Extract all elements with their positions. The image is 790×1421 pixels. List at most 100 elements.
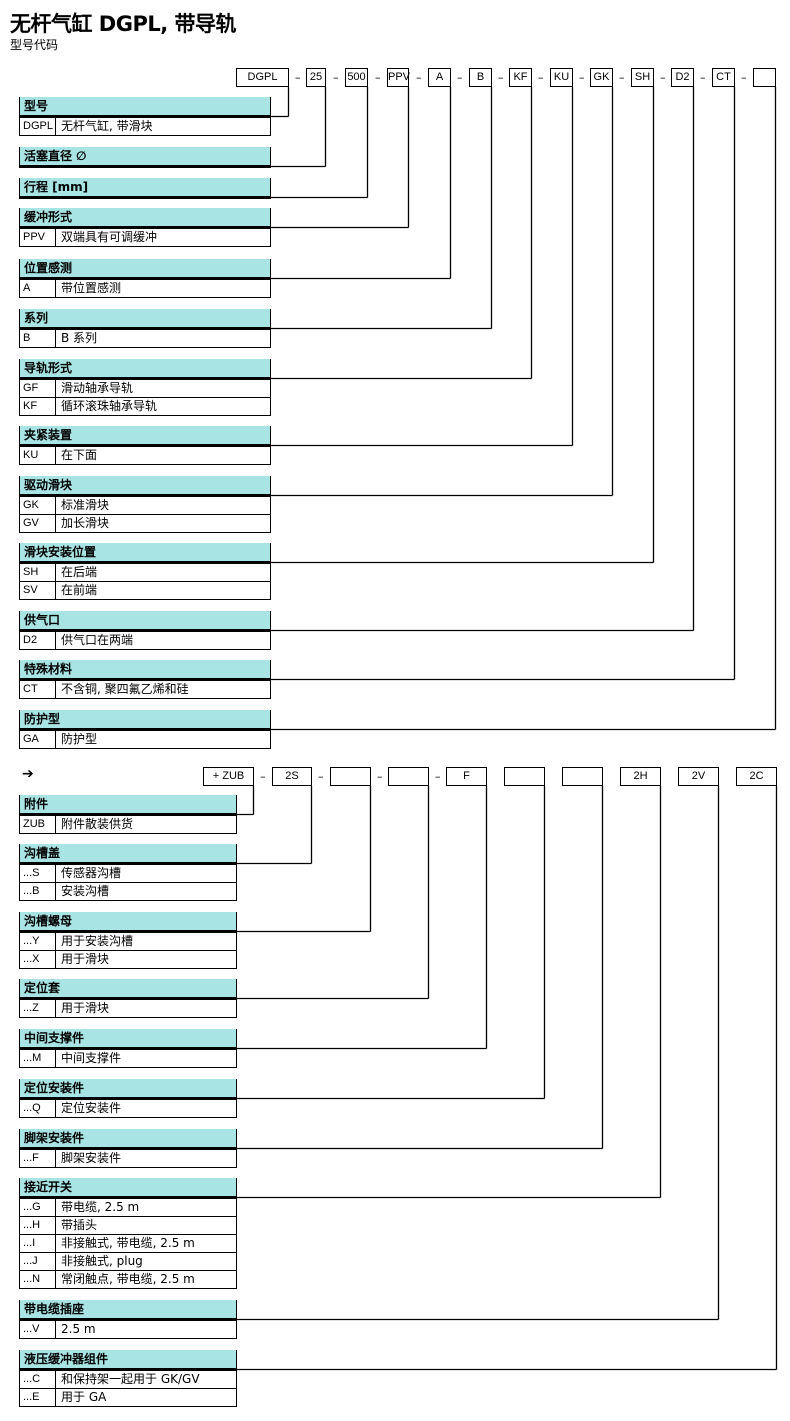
option-code: ...Q [20, 1100, 56, 1117]
option-row: ...V 2.5 m [19, 1321, 237, 1339]
option-row: ...F 脚架安装件 [19, 1150, 237, 1168]
section-header: 滑块安装位置 [19, 543, 271, 561]
option-code: ...M [20, 1050, 56, 1067]
section-header: 特殊材料 [19, 660, 271, 678]
option-code: GK [20, 497, 56, 514]
option-section: 滑块安装位置 SH 在后端 SV 在前端 [19, 543, 271, 600]
code-segment-box: 2H [620, 767, 661, 786]
separator-dash: – [700, 71, 706, 84]
section-header: 行程 [mm] [19, 178, 271, 196]
separator-dash: – [660, 71, 666, 84]
option-description: 附件散装供货 [61, 817, 134, 831]
option-row: KU 在下面 [19, 447, 271, 465]
option-code: ...S [20, 865, 56, 882]
option-section: 沟槽盖 ...S 传感器沟槽 ...B 安装沟槽 [19, 844, 237, 901]
option-row: KF 循环滚珠轴承导轨 [19, 398, 271, 416]
code-segment-box: DGPL [236, 68, 289, 87]
section-divider [19, 494, 271, 497]
section-divider [19, 629, 271, 632]
option-code: SH [20, 564, 56, 581]
section-divider [19, 997, 237, 1000]
option-description: 在前端 [61, 583, 98, 597]
option-description: 脚架安装件 [61, 1151, 122, 1165]
code-segment-box: 2V [678, 767, 719, 786]
option-section: 供气口 D2 供气口在两端 [19, 611, 271, 650]
separator-dash: – [377, 770, 383, 783]
option-description: 在后端 [61, 565, 98, 579]
option-row: ...I 非接触式, 带电缆, 2.5 m [19, 1235, 237, 1253]
section-header: 定位套 [19, 979, 237, 997]
option-description: 双端具有可调缓冲 [61, 230, 158, 244]
option-row: GK 标准滑块 [19, 497, 271, 515]
option-description: 无杆气缸, 带滑块 [61, 119, 153, 133]
code-segment-box: D2 [671, 68, 694, 87]
option-description: 中间支撑件 [61, 1051, 122, 1065]
code-segment-box [330, 767, 371, 786]
code-segment-box: 25 [306, 68, 326, 87]
option-description: B 系列 [61, 331, 98, 345]
code-segment-box: PPV [387, 68, 410, 87]
option-row: ...H 带插头 [19, 1217, 237, 1235]
separator-dash: – [457, 71, 463, 84]
code-segment-box: SH [631, 68, 654, 87]
option-description: 不含铜, 聚四氟乙烯和硅 [61, 682, 189, 696]
code-segment-box: A [428, 68, 451, 87]
option-code: KU [20, 447, 56, 464]
option-description: 循环滚珠轴承导轨 [61, 399, 158, 413]
section-divider [19, 678, 271, 681]
option-code: PPV [20, 229, 56, 246]
section-header: 系列 [19, 309, 271, 327]
section-divider [19, 930, 237, 933]
section-header: 带电缆插座 [19, 1300, 237, 1318]
section-header: 位置感测 [19, 259, 271, 277]
section-header: 定位安装件 [19, 1079, 237, 1097]
section-header: 型号 [19, 97, 271, 115]
option-description: 用于 GA [61, 1390, 107, 1404]
section-divider [19, 377, 271, 380]
section-header: 防护型 [19, 710, 271, 728]
section-divider [19, 813, 237, 816]
option-code: ...I [20, 1235, 56, 1252]
option-description: 在下面 [61, 448, 98, 462]
option-section: 导轨形式 GF 滑动轴承导轨 KF 循环滚珠轴承导轨 [19, 359, 271, 416]
option-code: ZUB [20, 816, 56, 833]
code-segment-box: KF [509, 68, 532, 87]
separator-dash: – [579, 71, 585, 84]
option-code: A [20, 280, 56, 297]
section-header: 沟槽盖 [19, 844, 237, 862]
option-code: KF [20, 398, 56, 415]
section-header: 缓冲形式 [19, 208, 271, 226]
option-row: ...Q 定位安装件 [19, 1100, 237, 1118]
option-code: ...V [20, 1321, 56, 1338]
section-divider [19, 1318, 237, 1321]
option-description: 和保持架一起用于 GK/GV [61, 1372, 200, 1386]
option-section: 夹紧装置 KU 在下面 [19, 426, 271, 465]
option-code: ...H [20, 1217, 56, 1234]
option-code: D2 [20, 632, 56, 649]
code-segment-box: 500 [345, 68, 368, 87]
option-code: ...N [20, 1271, 56, 1288]
option-row: ...Y 用于安装沟槽 [19, 933, 237, 951]
option-row: ...Z 用于滑块 [19, 1000, 237, 1018]
separator-dash: – [295, 71, 301, 84]
option-section: 活塞直径 ∅ [19, 147, 271, 168]
option-description: 用于滑块 [61, 1001, 110, 1015]
option-row: ...C 和保持架一起用于 GK/GV [19, 1371, 237, 1389]
code-segment-box: 2S [272, 767, 312, 786]
section-divider [19, 444, 271, 447]
option-code: CT [20, 681, 56, 698]
option-code: ...G [20, 1199, 56, 1216]
section-divider [19, 277, 271, 280]
section-divider [19, 728, 271, 731]
section-divider [19, 165, 271, 168]
option-section: 特殊材料 CT 不含铜, 聚四氟乙烯和硅 [19, 660, 271, 699]
option-row: ...B 安装沟槽 [19, 883, 237, 901]
option-section: 脚架安装件 ...F 脚架安装件 [19, 1129, 237, 1168]
section-divider [19, 1147, 237, 1150]
option-description: 供气口在两端 [61, 633, 134, 647]
option-row: CT 不含铜, 聚四氟乙烯和硅 [19, 681, 271, 699]
option-section: 液压缓冲器组件 ...C 和保持架一起用于 GK/GV ...E 用于 GA [19, 1350, 237, 1407]
option-code: DGPL [20, 118, 56, 135]
code-segment-box: 2C [736, 767, 777, 786]
separator-dash: – [741, 71, 747, 84]
